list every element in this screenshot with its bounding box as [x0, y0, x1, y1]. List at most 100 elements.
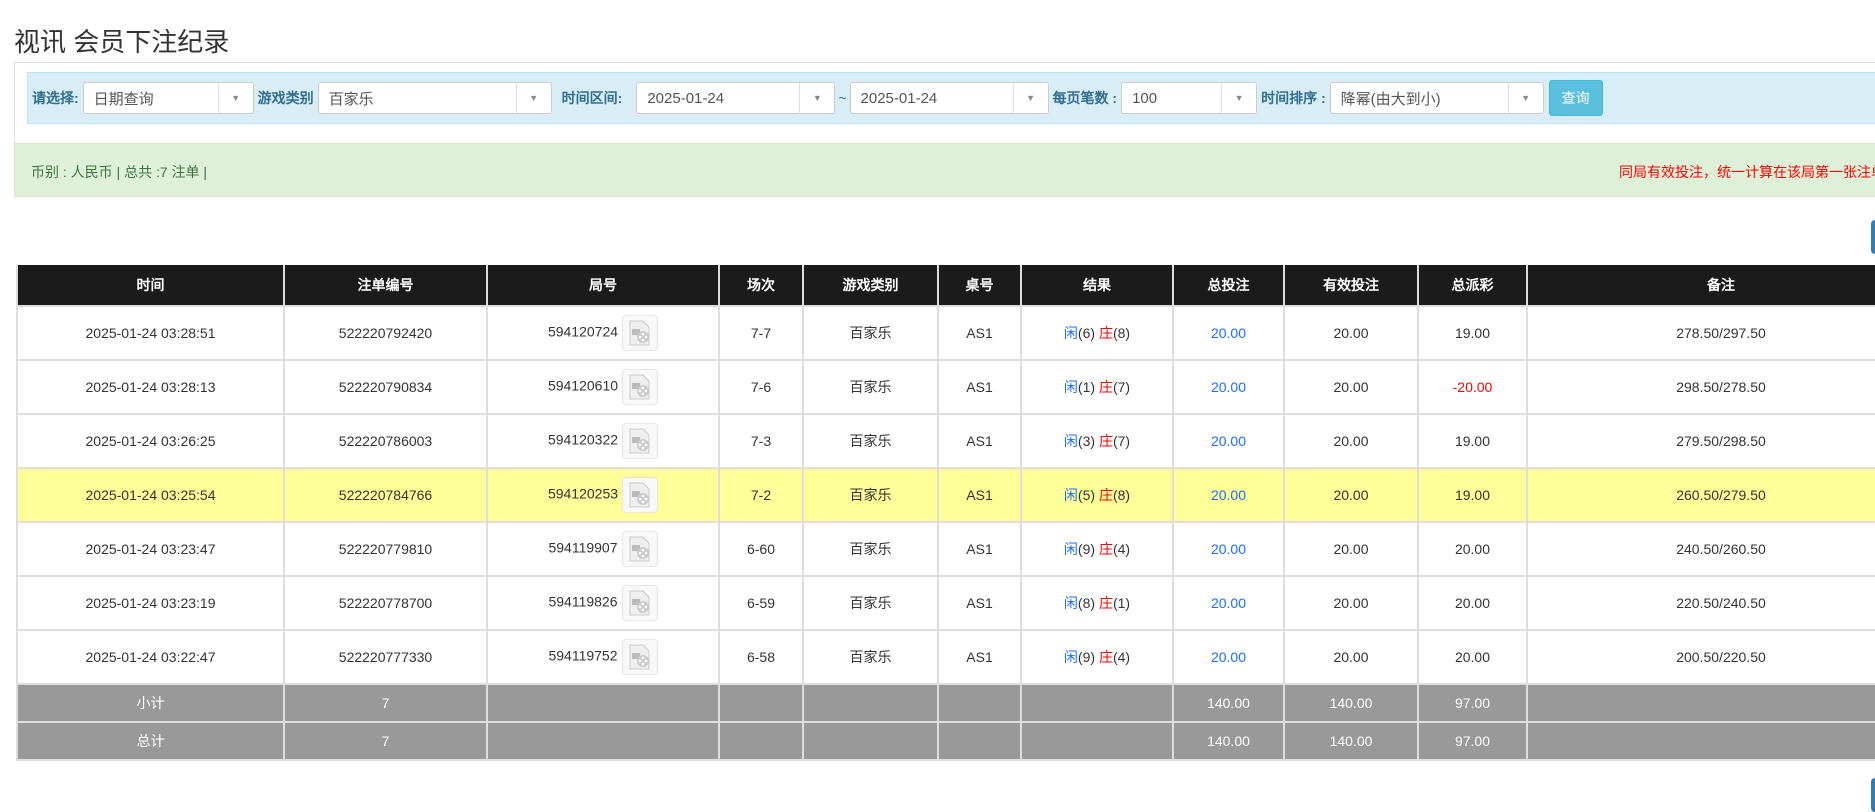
- round-number: 594120610: [547, 377, 619, 394]
- header-table-no: 桌号: [937, 265, 1022, 307]
- filter-panel: 请选择: 日期查询 ▼ 游戏类别 百家乐 ▼ 时间区间: 2025-01-24 ▼ ~…: [14, 62, 1875, 145]
- cell-valid-bet: 20.00: [1283, 305, 1419, 361]
- summary-total-bet: 140.00: [1172, 683, 1285, 723]
- banker-score: (8): [1112, 325, 1131, 341]
- date-to-select[interactable]: 2025-01-24 ▼: [849, 82, 1049, 114]
- cell-bet-id: 522220790834: [283, 359, 488, 415]
- query-type-select[interactable]: 日期查询 ▼: [82, 82, 254, 114]
- chevron-down-icon: ▼: [1012, 83, 1048, 113]
- cell-valid-bet: 20.00: [1283, 629, 1419, 685]
- select-value: 日期查询: [93, 90, 154, 108]
- round-number: 594119907: [548, 539, 618, 556]
- cell-result: 闲(3) 庄(7): [1020, 413, 1174, 469]
- video-replay-icon[interactable]: [621, 531, 658, 567]
- cell-shoe: 6-59: [718, 575, 804, 631]
- valid-bet-notice: 同局有效投注，统一计算在该局第一张注单内: [1619, 164, 1875, 180]
- cell-payout: 19.00: [1417, 305, 1528, 361]
- cell-table-no: AS1: [937, 467, 1022, 523]
- round-number: 594120253: [547, 485, 619, 502]
- cell-round: 594120253: [486, 467, 720, 523]
- empty-cell: [802, 721, 939, 761]
- cell-shoe: 6-60: [718, 521, 804, 577]
- query-button[interactable]: 查询: [1548, 80, 1603, 116]
- cell-shoe: 7-3: [718, 413, 804, 469]
- banker-score: (7): [1112, 433, 1131, 449]
- cell-bet-id: 522220778700: [283, 575, 488, 631]
- cell-valid-bet: 20.00: [1283, 521, 1419, 577]
- cell-bet-id: 522220784766: [283, 467, 488, 523]
- empty-cell: [1526, 721, 1875, 761]
- cell-game-type: 百家乐: [802, 629, 939, 685]
- cell-result: 闲(9) 庄(4): [1020, 629, 1174, 685]
- cell-payout: 20.00: [1417, 521, 1528, 577]
- sort-select[interactable]: 降幂(由大到小) ▼: [1329, 82, 1544, 114]
- cell-payout: 19.00: [1417, 413, 1528, 469]
- cell-total-bet: 20.00: [1172, 359, 1285, 415]
- table-row: 2025-01-24 03:22:47 522220777330 594119752…: [16, 629, 1875, 685]
- round-number: 594120724: [547, 323, 619, 340]
- cell-bet-id: 522220786003: [283, 413, 488, 469]
- cell-total-bet: 20.00: [1172, 575, 1285, 631]
- summary-count: 7: [283, 721, 488, 761]
- cell-note: 298.50/278.50: [1526, 359, 1875, 415]
- cell-payout: 20.00: [1417, 575, 1528, 631]
- cell-total-bet: 20.00: [1172, 413, 1285, 469]
- cell-bet-id: 522220777330: [283, 629, 488, 685]
- table-row: 2025-01-24 03:23:47 522220779810 594119907…: [16, 521, 1875, 577]
- video-replay-icon[interactable]: [622, 423, 659, 459]
- table-row: 2025-01-24 03:28:51 522220792420 594120724…: [16, 305, 1875, 361]
- perpage-select[interactable]: 100 ▼: [1121, 82, 1258, 114]
- player-label: 闲: [1063, 649, 1078, 665]
- summary-count: 7: [283, 683, 488, 723]
- cell-round: 594120322: [486, 413, 720, 469]
- cell-note: 240.50/260.50: [1526, 521, 1875, 577]
- video-replay-icon[interactable]: [622, 369, 659, 405]
- table-row: 2025-01-24 03:28:13 522220790834 594120610…: [16, 359, 1875, 415]
- banker-score: (4): [1112, 541, 1131, 557]
- player-label: 闲: [1063, 487, 1078, 503]
- header-time: 时间: [16, 265, 285, 307]
- cell-payout: 20.00: [1417, 629, 1528, 685]
- video-replay-icon[interactable]: [621, 585, 658, 621]
- cell-table-no: AS1: [937, 629, 1022, 685]
- video-replay-icon[interactable]: [622, 477, 659, 513]
- header-valid-bet: 有效投注: [1283, 265, 1419, 307]
- cell-shoe: 7-2: [718, 467, 804, 523]
- bottom-button[interactable]: [1871, 778, 1875, 812]
- page-title: 视讯 会员下注纪录: [14, 27, 230, 57]
- cell-game-type: 百家乐: [802, 305, 939, 361]
- cell-valid-bet: 20.00: [1283, 467, 1419, 523]
- range-label: 时间区间:: [561, 90, 623, 106]
- cell-valid-bet: 20.00: [1283, 575, 1419, 631]
- banker-label: 庄: [1098, 541, 1113, 557]
- player-label: 闲: [1063, 433, 1078, 449]
- video-replay-icon[interactable]: [621, 639, 658, 675]
- export-button[interactable]: [1871, 220, 1875, 254]
- bet-records-table: 时间 注单编号 局号 场次 游戏类别 桌号 结果 总投注 有效投注 总派彩 备注 2025-01-2…: [16, 265, 1875, 761]
- select-value: 100: [1132, 89, 1158, 107]
- banker-label: 庄: [1098, 649, 1113, 665]
- banker-score: (4): [1112, 649, 1131, 665]
- cell-shoe: 7-6: [718, 359, 804, 415]
- cell-payout: 19.00: [1417, 467, 1528, 523]
- round-number: 594120322: [547, 431, 619, 448]
- cell-time: 2025-01-24 03:25:54: [16, 467, 285, 523]
- cell-table-no: AS1: [937, 305, 1022, 361]
- cell-round: 594119752: [486, 629, 720, 685]
- date-from-select[interactable]: 2025-01-24 ▼: [636, 82, 836, 114]
- cell-round: 594119826: [486, 575, 720, 631]
- video-replay-icon[interactable]: [622, 315, 659, 351]
- cell-time: 2025-01-24 03:26:25: [16, 413, 285, 469]
- game-label: 游戏类别: [257, 90, 314, 106]
- summary-valid-bet: 140.00: [1283, 683, 1419, 723]
- game-type-select[interactable]: 百家乐 ▼: [317, 82, 552, 114]
- banker-score: (8): [1112, 487, 1131, 503]
- cell-note: 220.50/240.50: [1526, 575, 1875, 631]
- empty-cell: [486, 683, 720, 723]
- empty-cell: [486, 721, 720, 761]
- cell-payout: -20.00: [1417, 359, 1528, 415]
- empty-cell: [718, 721, 804, 761]
- player-score: (1): [1077, 379, 1096, 395]
- cell-game-type: 百家乐: [802, 521, 939, 577]
- cell-time: 2025-01-24 03:28:13: [16, 359, 285, 415]
